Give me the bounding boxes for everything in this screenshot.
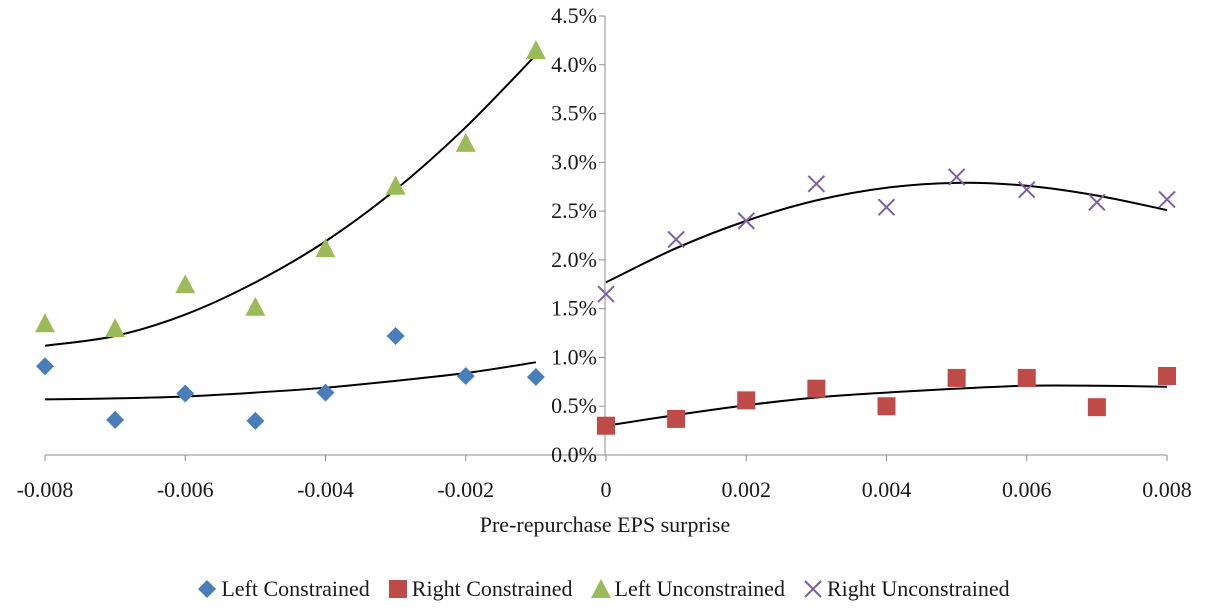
trendline-right-constrained: [605, 384, 1168, 427]
point-right-unconstrained: [1088, 193, 1106, 212]
point-right-constrained: [1087, 398, 1106, 417]
point-right-unconstrained: [807, 175, 826, 193]
point-left-constrained: [36, 357, 54, 376]
point-right-unconstrained: [667, 230, 685, 249]
x-tick-label: 0.006: [1002, 477, 1052, 502]
point-right-constrained: [947, 368, 966, 387]
legend-item-left-constrained: Left Constrained: [197, 576, 370, 602]
y-tick-label: 1.0%: [551, 344, 597, 369]
point-left-unconstrained: [525, 40, 546, 60]
point-left-constrained: [176, 384, 195, 403]
point-left-unconstrained: [385, 175, 406, 195]
point-right-unconstrained: [877, 198, 896, 216]
x-tick-label: 0.002: [722, 477, 772, 502]
point-left-constrained: [526, 367, 545, 386]
legend-swatch-square: [388, 580, 407, 598]
point-left-constrained: [106, 410, 125, 429]
x-tick-label: -0.006: [157, 477, 214, 502]
legend-label: Right Constrained: [411, 576, 573, 601]
x-axis-title: Pre-repurchase EPS surprise: [480, 512, 731, 537]
point-left-unconstrained: [455, 132, 476, 152]
point-right-unconstrained: [597, 285, 615, 303]
point-right-constrained: [877, 397, 896, 416]
legend: Left Constrained Right Constrained Left Un…: [0, 576, 1207, 602]
scatter-chart: 0.0% 0.5% 1.0% 1.5% 2.0% 2.5% 3.0% 3.5% 4.0% 4.5%…: [17, 3, 1192, 537]
x-tick-label: -0.008: [17, 477, 74, 502]
legend-swatch-x: [804, 580, 822, 598]
point-right-constrained: [1017, 368, 1036, 387]
point-left-constrained: [456, 366, 475, 385]
y-tick-label: 1.5%: [551, 296, 597, 321]
legend-marker-left-unconstrained: [590, 579, 611, 598]
legend-label: Right Unconstrained: [826, 576, 1010, 601]
point-right-unconstrained: [1018, 180, 1036, 199]
x-tick-label: -0.002: [437, 477, 494, 502]
point-right-unconstrained: [947, 168, 966, 186]
x-tick-label: 0: [601, 477, 612, 502]
y-tick-label: 2.5%: [551, 198, 597, 223]
y-tick-label: 0.5%: [551, 393, 597, 418]
legend-label: Left Constrained: [221, 576, 370, 601]
point-left-constrained: [386, 326, 405, 345]
point-right-unconstrained: [1158, 190, 1176, 209]
y-tick-label: 2.0%: [551, 247, 597, 272]
point-right-constrained: [1158, 366, 1176, 385]
y-tick-label: 4.5%: [551, 3, 597, 28]
y-tick-label: 3.5%: [551, 101, 597, 126]
point-right-constrained: [667, 409, 686, 428]
point-right-constrained: [737, 391, 756, 410]
legend-label: Left Unconstrained: [614, 576, 785, 601]
point-right-constrained: [807, 379, 826, 398]
trendline-right-unconstrained: [605, 181, 1168, 284]
legend-marker-right-unconstrained: [804, 580, 822, 598]
legend-marker-right-constrained: [388, 580, 407, 598]
point-left-unconstrained: [315, 238, 336, 258]
point-left-unconstrained: [245, 296, 266, 316]
point-left-unconstrained: [35, 313, 55, 333]
legend-marker-left-constrained: [198, 580, 217, 598]
trendline-left-unconstrained: [44, 54, 537, 347]
point-left-unconstrained: [105, 318, 126, 338]
legend-item-right-unconstrained: Right Unconstrained: [803, 576, 1010, 602]
point-left-unconstrained: [175, 274, 196, 294]
x-tick-label: 0.004: [862, 477, 912, 502]
legend-swatch-diamond: [198, 580, 217, 598]
x-tick-label: -0.004: [297, 477, 354, 502]
y-tick-label: 3.0%: [551, 149, 597, 174]
point-left-constrained: [316, 383, 335, 402]
plot-area: 0.0% 0.5% 1.0% 1.5% 2.0% 2.5% 3.0% 3.5% 4.0% 4.5%…: [17, 3, 1192, 502]
point-right-constrained: [597, 416, 615, 435]
legend-swatch-triangle: [590, 579, 611, 598]
point-left-constrained: [246, 411, 265, 430]
point-right-unconstrained: [737, 212, 755, 230]
legend-item-left-unconstrained: Left Unconstrained: [590, 576, 785, 602]
legend-item-right-constrained: Right Constrained: [388, 576, 573, 602]
y-tick-label: 4.0%: [551, 52, 597, 77]
y-tick-label: 0.0%: [551, 442, 597, 467]
x-tick-label: 0.008: [1142, 477, 1192, 502]
